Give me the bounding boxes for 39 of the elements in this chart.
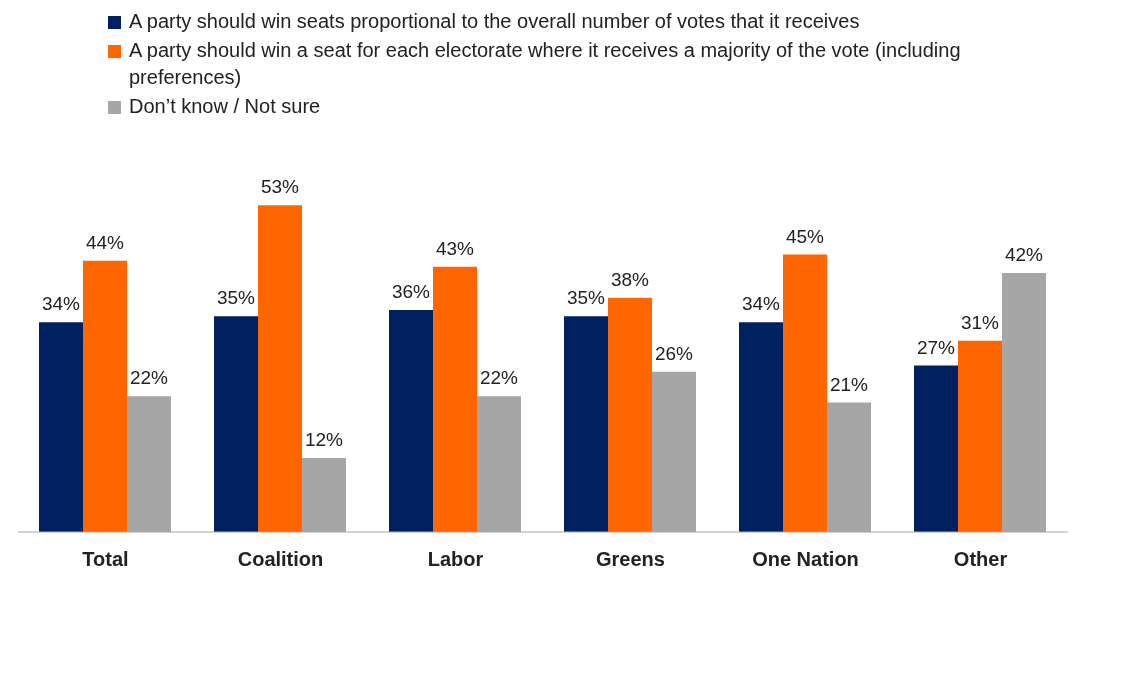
x-tick-label: Other [953, 548, 1008, 571]
bar [258, 205, 302, 532]
legend-label: A party should win a seat for each electorate where it receives a majority of the vote (including preferences) [129, 38, 962, 90]
bar [214, 316, 258, 532]
x-tick-label: Labor [427, 548, 484, 571]
data-label: 26% [654, 342, 694, 364]
data-label: 45% [785, 225, 825, 247]
bar [739, 322, 783, 532]
bar [608, 297, 652, 532]
data-label: 34% [41, 293, 81, 315]
bar [83, 260, 127, 532]
data-label: 21% [829, 373, 869, 395]
legend-label: Don’t know / Not sure [129, 94, 321, 119]
data-label: 44% [85, 231, 125, 253]
bar [39, 322, 83, 532]
data-label: 12% [304, 429, 344, 450]
data-label: 43% [435, 237, 475, 259]
bar [564, 316, 608, 532]
data-label: 35% [566, 287, 606, 309]
bar [389, 310, 433, 532]
data-label: 27% [916, 336, 956, 358]
data-label: 22% [479, 367, 519, 389]
data-label: 31% [960, 311, 1000, 333]
data-label: 36% [391, 281, 431, 302]
bar [783, 254, 827, 532]
x-tick-label: Coalition [237, 548, 324, 571]
x-tick-label: One Nation [752, 548, 859, 571]
legend-label: A party should win seats proportional to the overall number of votes that it receives [129, 9, 860, 34]
x-tick-label: Total [82, 548, 129, 571]
data-label: 35% [216, 287, 256, 309]
data-label: 38% [610, 268, 650, 290]
data-label: 22% [129, 367, 169, 389]
data-label: 53% [260, 176, 300, 198]
data-label: 34% [741, 293, 781, 315]
x-tick-label: Greens [596, 548, 665, 571]
data-label: 42% [1004, 244, 1044, 265]
bar [914, 365, 958, 532]
bar [433, 266, 477, 532]
bar [958, 340, 1002, 532]
